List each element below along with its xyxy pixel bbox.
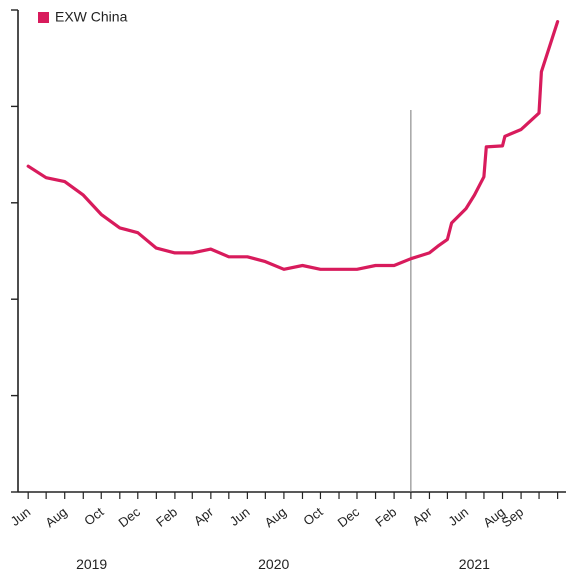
x-tick-label: Aug bbox=[262, 504, 289, 530]
x-tick-label: Feb bbox=[153, 504, 180, 530]
legend: EXW China bbox=[38, 9, 128, 25]
x-tick-label: Jun bbox=[8, 504, 34, 529]
x-tick-label: Dec bbox=[335, 504, 363, 530]
x-tick-label: Jun bbox=[227, 504, 253, 529]
x-tick-label: Aug bbox=[42, 504, 69, 530]
x-tick-label: Jun bbox=[445, 504, 471, 529]
legend-swatch bbox=[38, 12, 49, 23]
series-layer bbox=[26, 20, 560, 271]
x-tick-label: Oct bbox=[300, 504, 325, 529]
x-tick-label: Sep bbox=[499, 504, 526, 530]
x-tick-label: Feb bbox=[372, 504, 399, 530]
x-tick-label: Dec bbox=[115, 504, 143, 530]
axes bbox=[11, 9, 566, 499]
year-label: 2019 bbox=[76, 556, 107, 572]
year-labels: 2019 2020 2021 bbox=[76, 556, 490, 572]
year-label: 2021 bbox=[459, 556, 490, 572]
year-label: 2020 bbox=[258, 556, 289, 572]
legend-label: EXW China bbox=[55, 9, 128, 25]
x-tick-label: Apr bbox=[409, 504, 435, 529]
x-tick-labels: Jun Aug Oct Dec Feb Apr Jun Aug Oct Dec Feb Apr Jun A… bbox=[8, 504, 527, 530]
series-line-exw-china bbox=[26, 20, 560, 271]
x-tick-label: Apr bbox=[191, 504, 217, 529]
x-tick-label: Oct bbox=[81, 504, 106, 529]
